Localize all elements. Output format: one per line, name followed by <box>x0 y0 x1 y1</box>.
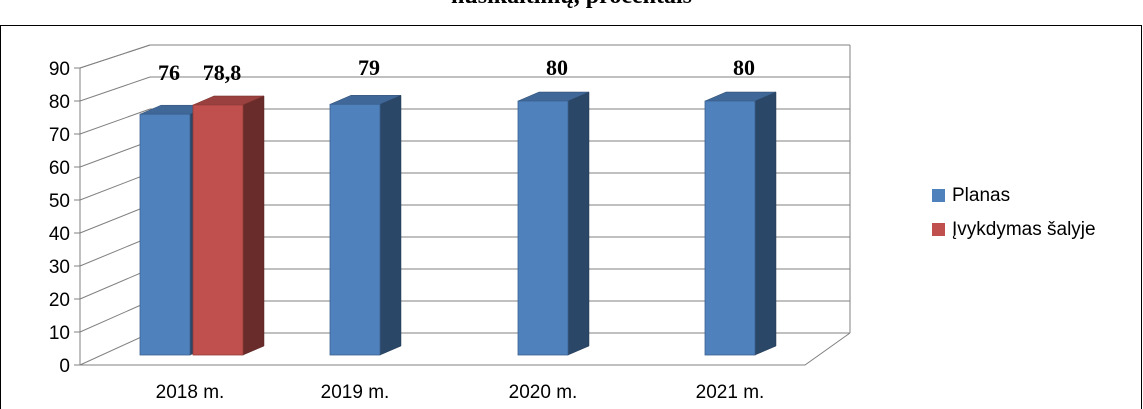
gridline-side <box>79 236 151 267</box>
data-label: 80 <box>733 55 755 80</box>
gridline-side <box>79 172 151 201</box>
data-label: 79 <box>358 55 380 80</box>
y-tick-label: 80 <box>49 92 70 113</box>
y-tick-label: 50 <box>49 191 70 212</box>
x-tick-label: 2018 m. <box>156 382 225 403</box>
bar-planas-2 <box>517 91 590 356</box>
y-axis: 0 10 20 30 40 50 60 70 80 90 <box>49 59 80 377</box>
gridline-side <box>79 76 151 102</box>
x-tick-label: 2019 m. <box>321 382 390 403</box>
y-tick-label: 0 <box>59 356 70 377</box>
chart-frame <box>0 25 1142 409</box>
chart-title: nusikaltimų, procentais <box>0 0 1143 10</box>
y-tick-label: 40 <box>49 224 70 245</box>
x-tick-label: 2020 m. <box>509 382 578 403</box>
x-axis: 2018 m. 2019 m. 2020 m. 2021 m. <box>156 382 765 403</box>
bar-planas-1 <box>329 94 402 356</box>
y-tick-label: 10 <box>49 323 70 344</box>
legend-label: Planas <box>952 185 1010 206</box>
y-tick-label: 30 <box>49 257 70 278</box>
x-tick-label: 2021 m. <box>696 382 765 403</box>
gridline-side <box>79 268 151 300</box>
y-tick-label: 60 <box>49 158 70 179</box>
gridline-side <box>79 332 151 366</box>
data-label: 80 <box>546 55 568 80</box>
legend-label: Įvykdymas šalyje <box>952 219 1096 240</box>
data-label: 78,8 <box>203 60 242 85</box>
y-tick-label: 70 <box>49 125 70 146</box>
gridline-side <box>79 300 151 333</box>
legend-swatch <box>932 189 945 202</box>
gridline-side <box>79 140 151 168</box>
legend-swatch <box>932 223 945 236</box>
gridline-side <box>79 108 151 135</box>
data-labels: 76 78,8 79 80 80 <box>158 55 755 85</box>
data-label: 76 <box>158 60 180 85</box>
gridline-side <box>79 204 151 234</box>
bar-ivykdymas-0 <box>192 95 265 356</box>
y-tick-label: 20 <box>49 290 70 311</box>
floor-edge <box>80 332 851 366</box>
y-tick-label: 90 <box>49 59 70 80</box>
bars <box>139 91 777 356</box>
legend: Planas Įvykdymas šalyje <box>932 185 1096 240</box>
bar-planas-3 <box>704 91 777 356</box>
